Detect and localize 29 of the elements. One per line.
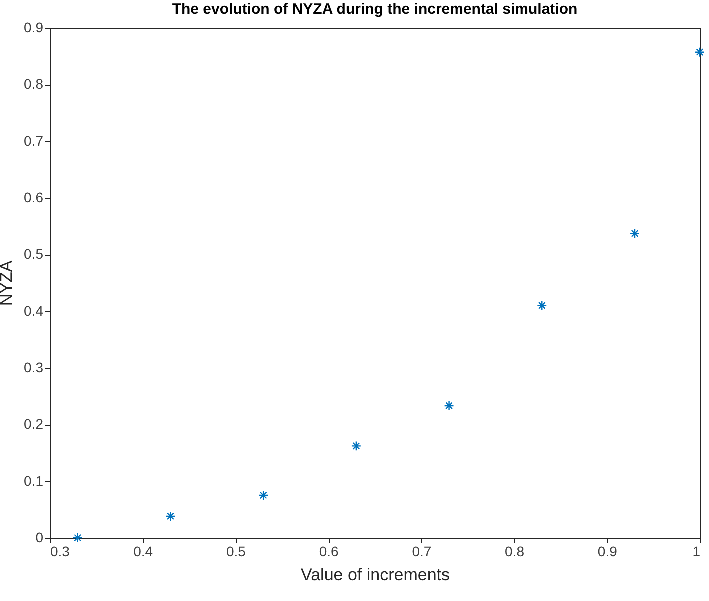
y-tick-label: 0.8 [24,76,44,92]
y-tick-label: 0.1 [24,472,44,489]
y-tick-label: 0.3 [24,360,44,376]
x-tick-label: 0.7 [412,544,432,560]
x-tick-label: 0.5 [226,544,246,560]
x-tick-label: 0.4 [134,544,154,560]
y-tick-label: 0.2 [24,416,44,432]
point [351,441,362,452]
x-tick-label: 0.9 [598,544,618,560]
y-tick-label: 0.6 [24,190,44,206]
y-axis-title: NYZA [0,260,16,306]
x-tick-label: 0.6 [319,544,340,560]
point [630,228,640,239]
y-tick-label: 0.4 [24,302,44,319]
point [537,300,548,311]
point [694,47,706,58]
y-tick-label: 0.5 [24,246,44,262]
y-tick-label: 0.9 [24,20,44,36]
point [166,511,176,522]
point [444,400,454,412]
x-tick-label: 1 [692,544,701,560]
x-tick-label: 0.8 [505,544,525,560]
point [258,490,269,501]
chart-title: The evolution of NYZA during the incremental simulation [172,1,578,18]
y-tick-label: 0 [36,530,44,546]
point [72,532,83,544]
x-axis-title: Value of increments [301,566,450,584]
y-tick-label: 0.7 [24,132,44,149]
x-tick-label: 0.3 [50,544,70,560]
